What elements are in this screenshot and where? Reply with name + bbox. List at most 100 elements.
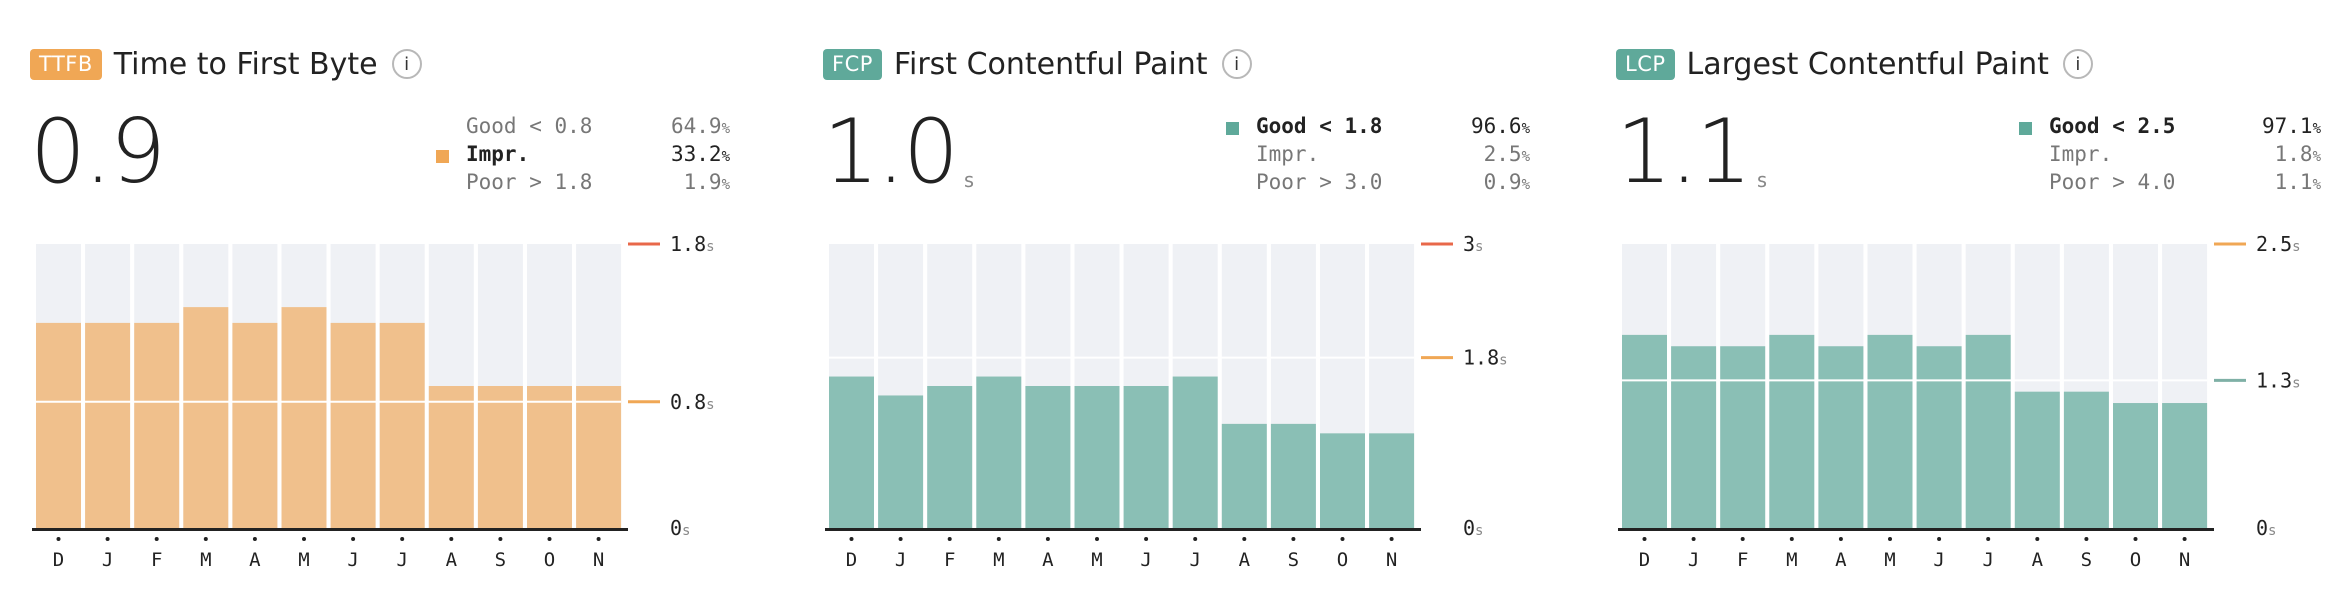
bar xyxy=(428,386,474,528)
bar xyxy=(1965,334,2011,528)
legend-label: Impr. xyxy=(2049,142,2113,166)
y-tick-unit: s xyxy=(706,239,714,255)
bar xyxy=(1270,423,1316,528)
bar xyxy=(1818,346,1864,528)
x-tick-label: A xyxy=(249,549,261,571)
legend-row-improvement[interactable]: Impr. 1.8% xyxy=(2019,142,2321,170)
bar xyxy=(1916,346,1962,528)
month-tick-dot xyxy=(898,537,903,541)
legend-swatch xyxy=(2019,122,2032,135)
panel-header: FCP First Contentful Paint i xyxy=(823,42,1252,86)
month-tick-dot xyxy=(1193,537,1198,541)
bar xyxy=(927,386,973,528)
legend-label: Good < 2.5 xyxy=(2049,114,2176,138)
legend-row-improvement[interactable]: Impr. 33.2% xyxy=(436,142,730,170)
bar xyxy=(976,376,1022,528)
x-tick-label: J xyxy=(1189,549,1200,571)
x-tick-label: J xyxy=(1933,549,1944,571)
y-tick-label: 0s xyxy=(2256,516,2276,540)
month-tick-dot xyxy=(947,537,952,541)
panel-title: Largest Contentful Paint xyxy=(1686,46,2049,82)
legend-swatch xyxy=(436,150,449,163)
x-tick-label: J xyxy=(102,549,113,571)
bar xyxy=(183,307,229,528)
legend-percent: 1.8% xyxy=(2274,142,2321,166)
month-tick-dot xyxy=(1642,537,1647,541)
y-tick-unit: s xyxy=(682,523,690,539)
panel-lcp: LCP Largest Contentful Paint i 1.1 s Goo… xyxy=(1586,0,2340,596)
bar xyxy=(379,322,425,528)
month-tick-dot xyxy=(1986,537,1991,541)
month-tick-dot xyxy=(1888,537,1892,541)
legend-row-good[interactable]: Good < 1.8 96.6% xyxy=(1226,114,1530,142)
y-tick-unit: s xyxy=(1475,523,1483,539)
month-tick-dot xyxy=(203,537,208,541)
legend-label: Poor > 4.0 xyxy=(2049,170,2176,194)
x-tick-label: J xyxy=(1982,549,1993,571)
bar xyxy=(1074,386,1120,528)
bar xyxy=(85,322,131,528)
x-tick-label: O xyxy=(544,549,555,571)
y-tick-unit: s xyxy=(1475,239,1483,255)
x-tick-label: A xyxy=(1239,549,1251,571)
bar xyxy=(2014,391,2060,528)
x-tick-label: F xyxy=(944,549,955,571)
lcp-monthly-chart: 2.5s 1.3s 0s D J F M A M J J A S O N xyxy=(1618,232,2301,571)
bar xyxy=(1221,423,1267,528)
month-tick-dot xyxy=(1045,537,1050,541)
y-tick-unit: s xyxy=(2292,375,2300,391)
legend-percent: 96.6% xyxy=(1470,114,1530,138)
x-tick-label: M xyxy=(1884,549,1895,571)
bar xyxy=(1172,376,1218,528)
month-tick-dot xyxy=(2133,537,2138,541)
legend-row-poor[interactable]: Poor > 1.8 1.9% xyxy=(436,170,730,198)
month-tick-dot xyxy=(2182,537,2187,541)
legend-percent: 0.9% xyxy=(1483,170,1530,194)
month-tick-dot xyxy=(105,537,110,541)
panel-ttfb: TTFB Time to First Byte i 0.9 Good < 0.8… xyxy=(0,0,760,596)
info-icon[interactable]: i xyxy=(391,49,422,79)
legend-row-good[interactable]: Good < 0.8 64.9% xyxy=(436,114,730,142)
x-tick-label: F xyxy=(1737,549,1748,571)
x-tick-label: S xyxy=(2081,549,2092,571)
x-tick-label: M xyxy=(1091,549,1102,571)
legend-row-improvement[interactable]: Impr. 2.5% xyxy=(1226,142,1530,170)
y-tick-label: 0s xyxy=(670,516,690,540)
month-tick-dot xyxy=(1740,537,1745,541)
x-tick-label: N xyxy=(1386,549,1397,571)
ttfb-monthly-chart: 1.8s 0.8s 0s D J F M A M J J A S O N xyxy=(32,232,715,571)
month-tick-dot xyxy=(1389,537,1394,541)
panel-header: LCP Largest Contentful Paint i xyxy=(1616,42,2093,86)
bar xyxy=(1769,334,1815,528)
x-tick-label: N xyxy=(593,549,604,571)
month-tick-dot xyxy=(1789,537,1794,541)
x-tick-label: S xyxy=(495,549,506,571)
metric-number: 1.0 xyxy=(823,100,959,203)
x-tick-label: A xyxy=(2032,549,2044,571)
legend-percent: 1.1% xyxy=(2274,170,2321,194)
legend-label: Poor > 1.8 xyxy=(466,170,593,194)
month-tick-dot xyxy=(154,537,159,541)
legend-row-poor[interactable]: Poor > 3.0 0.9% xyxy=(1226,170,1530,198)
bar xyxy=(2113,403,2158,528)
month-tick-dot xyxy=(498,537,503,541)
metric-unit: s xyxy=(1755,168,1768,192)
legend-row-poor[interactable]: Poor > 4.0 1.1% xyxy=(2019,170,2321,198)
info-icon[interactable]: i xyxy=(1221,49,1252,79)
metric-badge: TTFB xyxy=(30,48,102,80)
month-tick-dot xyxy=(1937,537,1942,541)
bar xyxy=(232,322,278,528)
x-tick-label: N xyxy=(2179,549,2190,571)
y-tick-unit: s xyxy=(2268,523,2276,539)
info-icon[interactable]: i xyxy=(2062,49,2093,79)
metric-value: 1.1 s xyxy=(1616,108,1768,196)
legend-percent: 33.2% xyxy=(670,142,730,166)
x-tick-label: M xyxy=(298,549,309,571)
bar xyxy=(477,386,523,528)
fcp-monthly-chart: 3s 1.8s 0s D J F M A M J J A S O N xyxy=(825,232,1508,571)
y-tick-label: 1.8s xyxy=(1463,346,1508,370)
month-tick-dot xyxy=(2084,537,2089,541)
legend-row-good[interactable]: Good < 2.5 97.1% xyxy=(2019,114,2321,142)
legend-percent: 1.9% xyxy=(683,170,730,194)
month-tick-dot xyxy=(547,537,552,541)
